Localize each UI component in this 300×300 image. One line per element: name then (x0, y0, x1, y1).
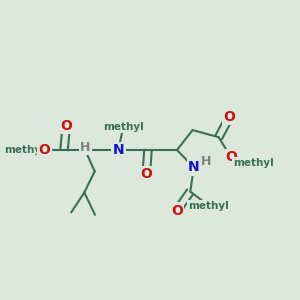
Text: O: O (140, 167, 152, 182)
Text: N: N (188, 160, 200, 174)
Text: O: O (60, 118, 72, 133)
Text: O: O (38, 143, 50, 157)
Text: methyl: methyl (4, 145, 45, 155)
Text: O: O (171, 204, 183, 218)
Text: O: O (224, 110, 236, 124)
Text: O: O (225, 150, 237, 164)
Text: methyl: methyl (233, 158, 274, 168)
Text: H: H (80, 140, 90, 154)
Text: N: N (112, 143, 124, 157)
Text: H: H (201, 155, 212, 168)
Text: methyl: methyl (188, 201, 229, 211)
Text: methyl: methyl (103, 122, 143, 132)
